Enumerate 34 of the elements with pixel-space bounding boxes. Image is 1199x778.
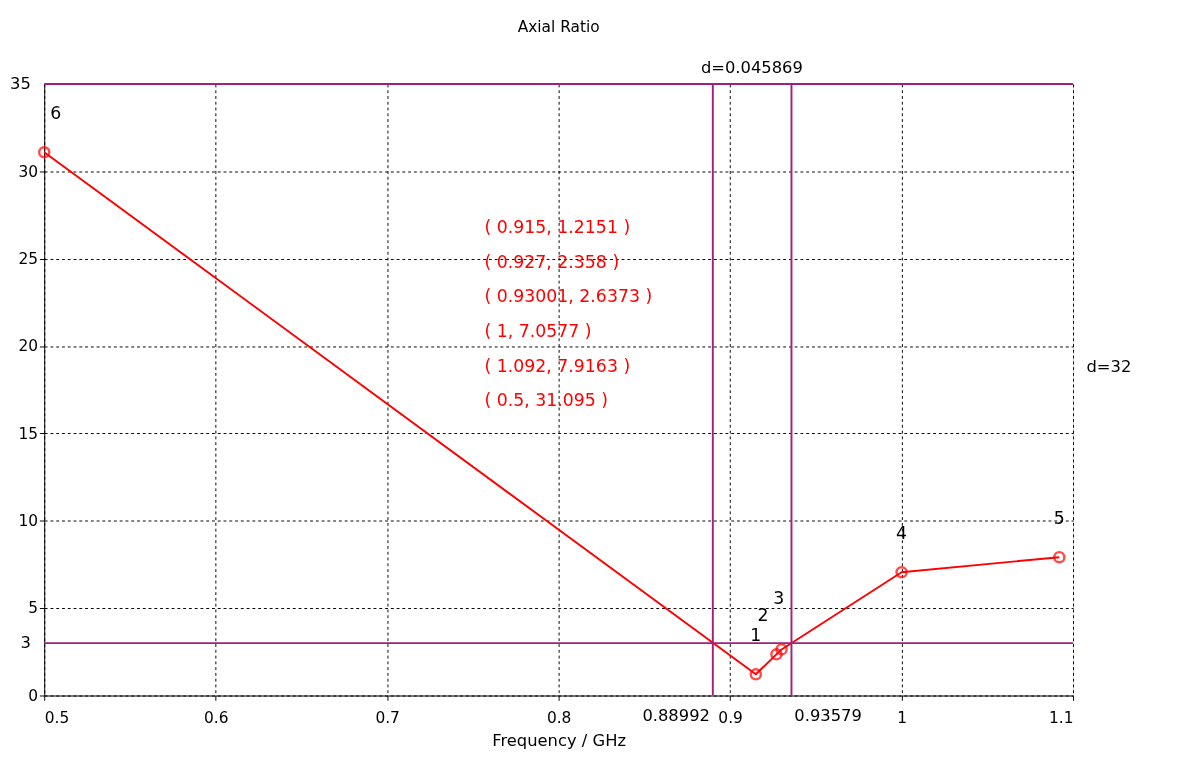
y-tick-label: 10 <box>18 512 38 531</box>
annotation: 6 <box>50 102 62 123</box>
annotation: ( 0.915, 1.2151 ) <box>484 217 631 238</box>
annotation: ( 0.5, 31.095 ) <box>484 390 609 411</box>
x-tick-label: 0.9 <box>718 708 743 727</box>
y-tick-label: 30 <box>18 162 38 181</box>
ref-line-label: 0.93579 <box>794 706 862 726</box>
x-tick-label: 0.5 <box>44 708 70 727</box>
annotation: ( 0.927, 2.358 ) <box>484 251 620 272</box>
y-tick-label: 20 <box>18 337 38 356</box>
annotation: 2 <box>757 604 769 625</box>
ref-line-label: 0.88992 <box>642 706 710 726</box>
annotation: 5 <box>1053 507 1065 528</box>
x-axis-title: Frequency / GHz <box>492 731 626 751</box>
y-tick-label: 5 <box>28 599 38 618</box>
x-tick-label: 1.1 <box>1049 708 1074 727</box>
text: d=0.045869 <box>700 58 803 78</box>
ref-line-label: 35 <box>9 73 31 93</box>
annotation: ( 1, 7.0577 ) <box>484 320 592 341</box>
annotation: ( 0.93001, 2.6373 ) <box>484 286 653 307</box>
ref-line-label: 3 <box>20 632 31 652</box>
y-tick-label: 15 <box>18 424 38 443</box>
text: d=32 <box>1086 356 1132 376</box>
y-tick-label: 0 <box>28 686 38 705</box>
annotation: 4 <box>896 522 908 543</box>
annotation: 1 <box>750 624 762 645</box>
annotation: 3 <box>773 588 785 609</box>
y-tick-label: 25 <box>18 250 38 269</box>
x-tick-label: 0.8 <box>546 708 572 727</box>
x-tick-label: 0.6 <box>203 708 229 727</box>
chart-title: Axial Ratio <box>517 18 600 37</box>
annotation: ( 1.092, 7.9163 ) <box>484 355 631 376</box>
x-tick-label: 1 <box>897 708 907 727</box>
x-tick-label: 0.7 <box>375 708 400 727</box>
